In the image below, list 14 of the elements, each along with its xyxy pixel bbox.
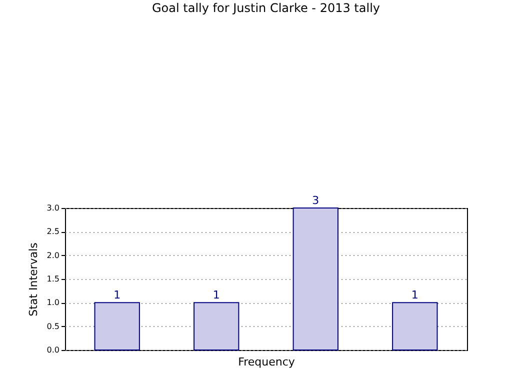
y-tick-label: 1.0	[46, 298, 60, 308]
y-tick-label: 2.5	[46, 227, 60, 236]
y-tick-label: 1.5	[46, 274, 60, 284]
chart-title: Goal tally for Justin Clarke - 2013 tally	[152, 1, 380, 15]
data-label: 1	[411, 288, 418, 302]
data-label: 1	[212, 288, 220, 302]
y-tick-label: 3.0	[46, 204, 60, 212]
x-axis-title: Frequency	[238, 356, 296, 368]
data-label: 1	[114, 288, 121, 302]
y-tick-label: 0.5	[46, 322, 60, 331]
y-tick-label: 2.0	[46, 250, 60, 260]
data-label: 3	[312, 194, 320, 207]
y-tick-label: 0.0	[46, 346, 60, 354]
y-axis-title: Stat Intervals	[26, 242, 40, 316]
